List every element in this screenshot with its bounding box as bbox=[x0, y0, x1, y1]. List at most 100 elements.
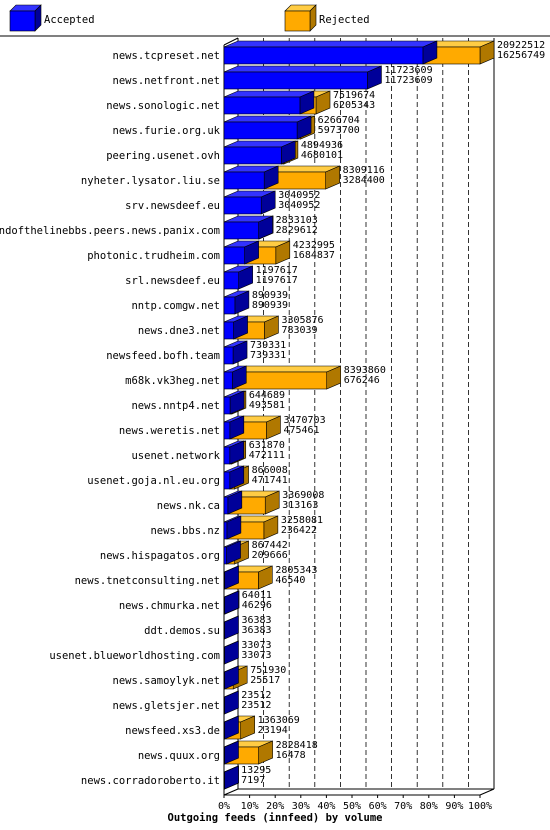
value-label-accepted: 23194 bbox=[258, 725, 288, 736]
value-label-offered: 13295 bbox=[241, 765, 271, 776]
bar-accepted bbox=[223, 140, 296, 165]
value-label-offered: 20922512 bbox=[497, 40, 545, 51]
value-label-accepted: 16256749 bbox=[497, 50, 545, 61]
value-label-accepted: 46540 bbox=[275, 575, 305, 586]
legend-rejected-swatch bbox=[284, 4, 317, 32]
x-tick-label: 60% bbox=[369, 801, 387, 812]
bar-accepted-face bbox=[223, 571, 225, 590]
legend: Accepted Rejected bbox=[9, 4, 370, 32]
bar-accepted bbox=[223, 740, 239, 765]
category-label: usenet.network bbox=[131, 450, 220, 462]
category-label: news.netfront.net bbox=[113, 75, 220, 87]
value-label-accepted: 739331 bbox=[250, 350, 286, 361]
value-label-offered: 23512 bbox=[241, 690, 271, 701]
category-label: news.dne3.net bbox=[138, 325, 220, 337]
bar-accepted bbox=[223, 390, 245, 415]
category-label: news.samoylyk.net bbox=[113, 675, 220, 687]
category-label: news.tnetconsulting.net bbox=[75, 575, 220, 587]
category-label: photonic.trudheim.com bbox=[87, 250, 220, 262]
bar-accepted bbox=[223, 265, 253, 290]
bar-accepted-face bbox=[223, 71, 368, 90]
value-label-accepted: 5973700 bbox=[318, 125, 360, 136]
category-label: news.furie.org.uk bbox=[113, 125, 221, 137]
bar-accepted-face bbox=[223, 46, 424, 65]
bar-accepted bbox=[223, 315, 248, 340]
category-label: srv.newsdeef.eu bbox=[125, 200, 220, 212]
x-tick-label: 80% bbox=[420, 801, 438, 812]
value-label-accepted: 46296 bbox=[242, 600, 272, 611]
value-label-accepted: 1684837 bbox=[293, 250, 335, 261]
value-label-accepted: 16478 bbox=[276, 750, 306, 761]
bar-accepted-face bbox=[223, 621, 225, 640]
bars bbox=[223, 40, 495, 790]
value-label-offered: 8309116 bbox=[343, 165, 385, 176]
value-label-offered: 644689 bbox=[249, 390, 285, 401]
bar-accepted-face bbox=[223, 696, 225, 715]
value-label-offered: 751930 bbox=[250, 665, 286, 676]
bar-accepted-face bbox=[223, 371, 233, 390]
bar-accepted bbox=[223, 165, 279, 190]
category-labels: news.tcpreset.net news.netfront.net news.s… bbox=[0, 50, 221, 787]
category-label: nyheter.lysator.liu.se bbox=[81, 175, 220, 187]
bar-accepted-face bbox=[223, 596, 225, 615]
value-label-accepted: 33073 bbox=[241, 650, 271, 661]
bar-accepted-face bbox=[223, 521, 228, 540]
x-tick-label: 20% bbox=[266, 801, 284, 812]
bar-accepted bbox=[223, 190, 276, 215]
bar-accepted bbox=[223, 490, 243, 515]
bar-accepted-top bbox=[223, 40, 438, 48]
legend-rejected-label: Rejected bbox=[319, 14, 370, 26]
bar-accepted-face bbox=[223, 171, 265, 190]
category-label: news.sonologic.net bbox=[106, 100, 220, 112]
x-tick-label: 100% bbox=[468, 801, 492, 812]
bar-accepted bbox=[223, 565, 239, 590]
x-axis: 0% 10% 20% 30% 40% 50% 60% 70% 80% 90% 100% bbox=[218, 795, 492, 812]
bar-accepted bbox=[223, 590, 239, 615]
category-label: newsfeed.bofh.team bbox=[106, 350, 220, 362]
x-tick-label: 0% bbox=[218, 801, 230, 812]
bar-accepted-top bbox=[223, 115, 312, 123]
bar-accepted bbox=[223, 465, 245, 490]
bar-accepted bbox=[223, 240, 259, 265]
bar-accepted bbox=[223, 290, 250, 315]
value-labels: 2092251216256749117236091172360975196746… bbox=[241, 40, 545, 786]
bar-accepted bbox=[223, 665, 239, 690]
category-label: newsfeed.xs3.de bbox=[125, 725, 220, 737]
bar-accepted-face bbox=[223, 771, 225, 790]
bar-accepted-face bbox=[223, 721, 225, 740]
bar-accepted bbox=[223, 40, 438, 65]
value-label-accepted: 4680101 bbox=[301, 150, 343, 161]
x-axis-title: Outgoing feeds (innfeed) by volume bbox=[168, 812, 383, 824]
value-label-accepted: 472111 bbox=[249, 450, 285, 461]
category-label: news.hispagatos.org bbox=[100, 550, 220, 562]
category-label: news.nntp4.net bbox=[131, 400, 220, 412]
x-tick-label: 10% bbox=[241, 801, 259, 812]
value-label-accepted: 3040952 bbox=[278, 200, 320, 211]
bar-accepted-face bbox=[223, 121, 298, 140]
bar-accepted bbox=[223, 765, 239, 790]
x-tick-label: 40% bbox=[317, 801, 335, 812]
bar-accepted-top bbox=[223, 65, 382, 73]
value-label-offered: 4232995 bbox=[293, 240, 335, 251]
value-label-offered: 3470703 bbox=[283, 415, 325, 426]
bar-accepted bbox=[223, 90, 315, 115]
value-label-accepted: 3284400 bbox=[343, 175, 385, 186]
x-tick-label: 50% bbox=[343, 801, 361, 812]
value-label-offered: 36383 bbox=[241, 615, 271, 626]
category-label: news.weretis.net bbox=[119, 425, 220, 437]
value-label-accepted: 36383 bbox=[241, 625, 271, 636]
value-label-offered: 6266704 bbox=[318, 115, 360, 126]
category-label: news.gletsjer.net bbox=[113, 700, 220, 712]
category-label: news.nk.ca bbox=[157, 500, 220, 512]
bar-rejected bbox=[263, 165, 340, 190]
bar-accepted bbox=[223, 690, 239, 715]
category-label: peering.usenet.ovh bbox=[106, 150, 220, 162]
bar-accepted-face bbox=[223, 246, 245, 265]
bar-accepted bbox=[223, 115, 312, 140]
bar-accepted-top bbox=[223, 90, 315, 98]
bar-accepted bbox=[223, 365, 247, 390]
value-label-accepted: 783039 bbox=[281, 325, 317, 336]
value-label-accepted: 7197 bbox=[241, 775, 265, 786]
value-label-offered: 1197617 bbox=[256, 265, 298, 276]
value-label-accepted: 493581 bbox=[249, 400, 285, 411]
